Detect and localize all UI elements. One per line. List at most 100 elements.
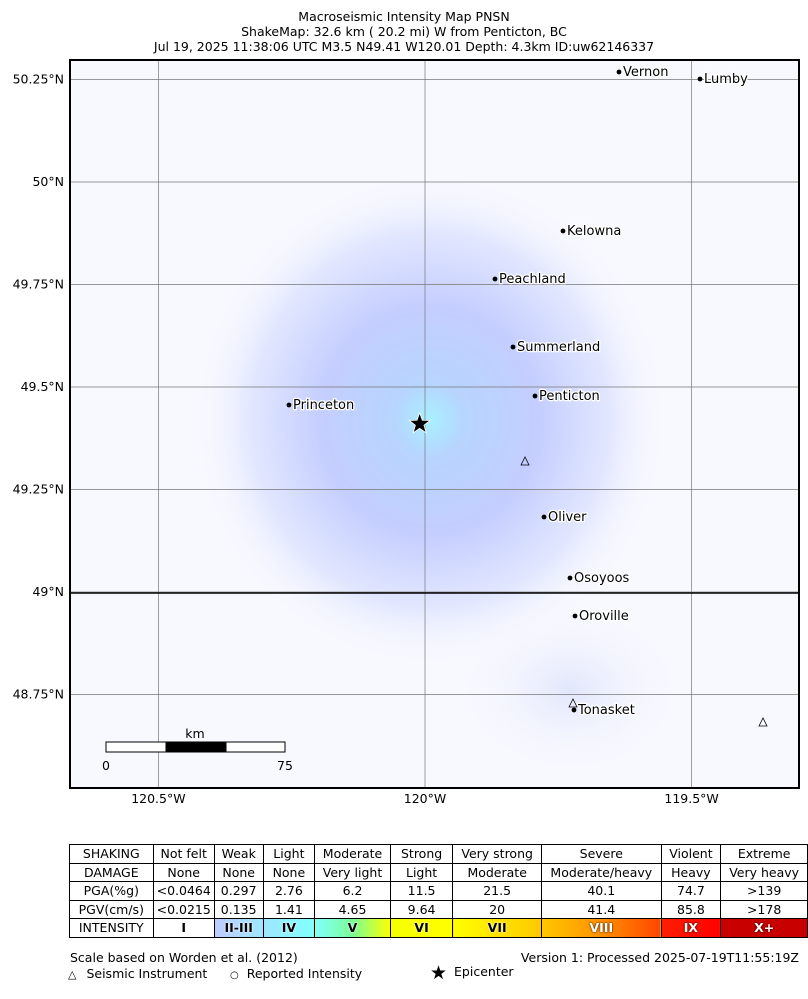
intensity-swatch: II-III — [213, 918, 264, 938]
legend-cell: Strong — [389, 844, 454, 864]
intensity-swatch: V — [314, 918, 391, 938]
map-title-line3: Jul 19, 2025 11:38:06 UTC M3.5 N49.41 W1… — [153, 39, 655, 54]
city-label: Tonasket — [577, 703, 635, 718]
latitude-label: 48.75°N — [13, 687, 64, 702]
legend-cell: Heavy — [660, 862, 722, 882]
legend-cell: Moderate — [452, 862, 542, 882]
legend-cell: Very strong — [452, 844, 542, 864]
city-tonasket: Tonasket — [571, 702, 636, 719]
legend-row-label: DAMAGE — [69, 862, 154, 882]
legend-row-pgvcms: PGV(cm/s) <0.0215 0.135 1.41 4.65 9.64 20 41.4 8… — [69, 899, 808, 919]
legend-cell: Not felt — [152, 844, 215, 864]
intensity-map: 50.25°N 50°N 49.75°N 49.5°N 49.25°N 49°N 48.75… — [13, 59, 800, 806]
scale-note: Scale based on Worden et al. (2012) — [70, 950, 298, 965]
longitude-label: 119.5°W — [664, 791, 718, 806]
latitude-label: 49.75°N — [13, 277, 64, 292]
city-kelowna: Kelowna — [560, 223, 623, 240]
city-label: Oliver — [548, 510, 587, 525]
legend-cell: Light — [389, 862, 454, 882]
legend-cell: Very heavy — [720, 862, 808, 882]
city-dot-icon — [560, 228, 566, 234]
intensity-swatch: VI — [389, 918, 454, 938]
city-oliver: Oliver — [541, 509, 588, 526]
city-dot-icon — [510, 344, 516, 350]
legend-cell: Moderate — [314, 844, 391, 864]
city-dot-icon — [567, 575, 573, 581]
longitude-label: 120°W — [404, 791, 446, 806]
legend-cell: 41.4 — [540, 899, 662, 919]
latitude-label: 50.25°N — [13, 72, 64, 87]
map-title-line2: ShakeMap: 32.6 km ( 20.2 mi) W from Pent… — [241, 24, 567, 39]
seismic-instrument-icon — [568, 698, 578, 708]
legend-cell: >178 — [720, 899, 808, 919]
intensity-swatch: VIII — [540, 918, 662, 938]
city-summerland: Summerland — [510, 339, 601, 356]
city-label: Peachland — [499, 272, 566, 287]
legend-row-pgag: PGA(%g) <0.0464 0.297 2.76 6.2 11.5 21.5 40.1 74… — [69, 881, 808, 901]
latitude-label: 50°N — [32, 174, 64, 189]
legend-row-shaking: SHAKING Not felt Weak Light Moderate Strong Ve… — [69, 844, 808, 864]
legend-row-label: PGV(cm/s) — [69, 899, 154, 919]
legend-cell: Weak — [213, 844, 264, 864]
legend-cell: None — [213, 862, 264, 882]
legend-cell: None — [262, 862, 316, 882]
city-label: Lumby — [704, 72, 748, 87]
legend-cell: 20 — [452, 899, 542, 919]
legend-cell: <0.0215 — [152, 899, 215, 919]
epicenter-star-icon: ★ — [430, 962, 448, 984]
latitude-label: 49.5°N — [21, 379, 64, 394]
scale-bar-start: 0 — [102, 758, 110, 773]
longitude-label: 120.5°W — [131, 791, 185, 806]
city-dot-icon — [492, 276, 498, 282]
legend-cell: 40.1 — [540, 881, 662, 901]
city-label: Summerland — [517, 340, 600, 355]
legend-cell: 0.135 — [213, 899, 264, 919]
legend-cell: 2.76 — [262, 881, 316, 901]
legend-cell: None — [152, 862, 215, 882]
legend-cell: 0.297 — [213, 881, 264, 901]
seismic-instrument-markers — [520, 456, 768, 727]
legend-row-damage: DAMAGE None None None Very light Light Moderat… — [69, 862, 808, 882]
city-dot-icon — [286, 402, 292, 408]
shaking-intensity-area — [190, 170, 670, 670]
city-lumby: Lumby — [697, 71, 749, 88]
version-note: Version 1: Processed 2025-07-19T11:55:19… — [520, 950, 799, 965]
legend-cell: Severe — [540, 844, 662, 864]
legend-cell: 1.41 — [262, 899, 316, 919]
city-label: Oroville — [579, 609, 629, 624]
legend-epicenter: ★ Epicenter — [430, 962, 514, 984]
legend-cell: Extreme — [720, 844, 808, 864]
intensity-legend-table: SHAKING Not felt Weak Light Moderate Strong Ve… — [69, 844, 808, 938]
legend-row-label: SHAKING — [69, 844, 154, 864]
legend-cell: Very light — [314, 862, 391, 882]
city-dot-icon — [532, 393, 538, 399]
legend-cell: 11.5 — [389, 881, 454, 901]
seismic-instrument-icon — [758, 717, 768, 727]
legend-row-label: INTENSITY — [69, 918, 154, 938]
map-frame — [69, 59, 800, 789]
legend-instrument: △ Seismic Instrument — [68, 966, 208, 981]
legend-cell: Moderate/heavy — [540, 862, 662, 882]
legend-cell: <0.0464 — [152, 881, 215, 901]
legend-cell: 21.5 — [452, 881, 542, 901]
city-label: Princeton — [293, 398, 354, 413]
city-label: Osoyoos — [574, 571, 630, 586]
legend-cell: 6.2 — [314, 881, 391, 901]
intensity-swatch: IX — [660, 918, 722, 938]
city-dot-icon — [572, 613, 578, 619]
city-penticton: Penticton — [532, 388, 601, 405]
seismic-instrument-icon: △ — [68, 968, 77, 981]
legend-cell: 85.8 — [660, 899, 722, 919]
reported-intensity-icon: ○ — [230, 970, 239, 981]
city-dot-icon — [571, 707, 577, 713]
legend-cell: 4.65 — [314, 899, 391, 919]
legend-reported: ○ Reported Intensity — [230, 966, 363, 981]
city-osoyoos: Osoyoos — [567, 570, 631, 587]
legend-row-intensity: INTENSITY I II-III IV V VI VII VIII IX X+ — [69, 918, 808, 938]
legend-cell: 74.7 — [660, 881, 722, 901]
city-label: Kelowna — [567, 224, 621, 239]
legend-cell: 9.64 — [389, 899, 454, 919]
intensity-swatch: I — [152, 918, 215, 938]
scale-bar-end: 75 — [277, 758, 293, 773]
intensity-swatch: IV — [262, 918, 316, 938]
